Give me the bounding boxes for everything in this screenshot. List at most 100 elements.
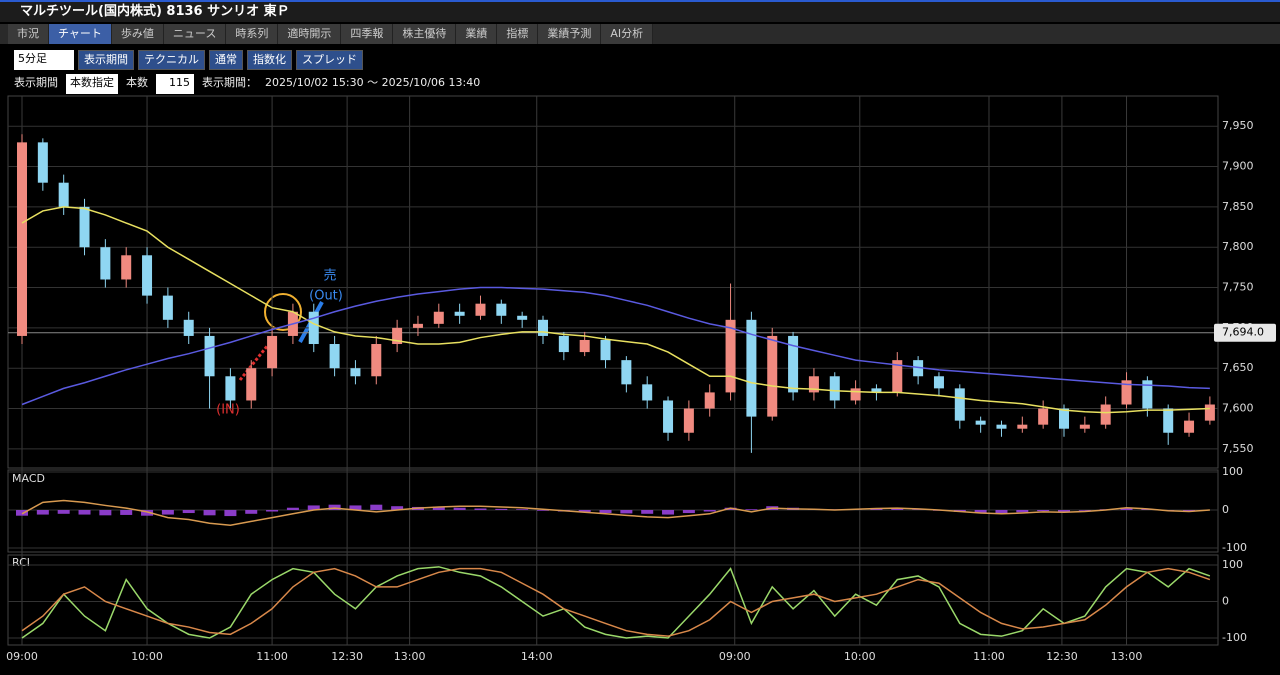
mode-select[interactable]: 本数指定: [66, 74, 118, 94]
macd-line: [21, 499, 1210, 526]
candle-body: [454, 311, 465, 316]
y-tick-label: 7,950: [1222, 119, 1254, 132]
tab[interactable]: 四季報: [341, 24, 394, 44]
toolbar: 5分足 表示期間 テクニカル 通常 指数化 スプレッド: [0, 50, 1280, 70]
toolbar-button[interactable]: 指数化: [247, 50, 292, 70]
candle-body: [579, 339, 590, 353]
macd-bar: [370, 504, 383, 510]
candle-body: [1079, 424, 1090, 429]
tab[interactable]: 時系列: [226, 24, 279, 44]
candle-body: [517, 315, 528, 320]
macd-bar: [495, 508, 508, 510]
y-tick-label: 100: [1222, 465, 1243, 478]
y-tick-label: 0: [1222, 503, 1229, 516]
macd-bar: [474, 508, 487, 510]
macd-bar: [99, 510, 112, 516]
macd-bar: [682, 510, 695, 514]
annotation: (Out): [309, 289, 343, 304]
y-tick-label: 0: [1222, 595, 1229, 608]
candle-body: [267, 335, 278, 369]
x-tick-label: 14:00: [521, 650, 553, 663]
x-tick-label: 12:30: [331, 650, 363, 663]
candle-body: [308, 311, 319, 345]
annotation: (IN): [216, 403, 240, 418]
macd-bar: [1037, 510, 1050, 512]
toolbar-button[interactable]: 表示期間: [78, 50, 134, 70]
toolbar-button[interactable]: スプレッド: [296, 50, 363, 70]
candle-body: [100, 247, 111, 280]
candle-body: [1142, 380, 1153, 409]
tab[interactable]: AI分析: [601, 24, 654, 44]
candle-body: [58, 182, 69, 207]
last-price-tag: [1214, 323, 1276, 342]
tab[interactable]: 業績: [456, 24, 498, 44]
y-tick-label: -100: [1222, 631, 1247, 644]
tab[interactable]: 指標: [497, 24, 539, 44]
count-label: 本数: [126, 76, 148, 89]
toolbar-button[interactable]: 通常: [209, 50, 243, 70]
candle-body: [37, 142, 48, 183]
annotation: 売: [323, 268, 336, 284]
buy-arrow: [238, 344, 270, 381]
x-tick-label: 11:00: [256, 650, 288, 663]
tab[interactable]: ニュース: [163, 24, 227, 44]
tab[interactable]: 業績予測: [538, 24, 602, 44]
pane-frame: [7, 554, 1219, 646]
candle-body: [704, 392, 715, 409]
candle-body: [892, 360, 903, 393]
macd-bar: [578, 510, 591, 513]
tab-bar: 市況 チャート 歩み値 ニュース 時系列 適時開示 四季報 株主優待 業績 指標 業績予測 AI分析: [0, 24, 1280, 44]
candle-body: [1038, 408, 1049, 425]
count-input[interactable]: 115: [156, 74, 194, 94]
x-tick-label: 11:00: [973, 650, 1005, 663]
macd-bar: [182, 510, 195, 514]
tab[interactable]: 適時開示: [278, 24, 342, 44]
highlight-circle: [264, 293, 302, 331]
candle-body: [871, 388, 882, 393]
toolbar-button[interactable]: テクニカル: [138, 50, 205, 70]
last-price-label: 7,694.0: [1222, 326, 1264, 339]
tab[interactable]: 歩み値: [111, 24, 164, 44]
candle-body: [225, 376, 236, 401]
window-title: マルチツール(国内株式) 8136 サンリオ 東Ｐ: [20, 4, 290, 19]
period-label: 表示期間: [14, 76, 58, 89]
macd-bar: [57, 510, 70, 514]
candle-body: [496, 303, 507, 316]
macd-bar: [391, 506, 404, 510]
candle-body: [996, 424, 1007, 429]
candle-body: [642, 384, 653, 401]
candle-body: [17, 142, 27, 336]
x-tick-label: 10:00: [844, 650, 876, 663]
macd-bar: [1016, 510, 1029, 513]
candle-body: [1100, 404, 1111, 425]
macd-bar: [78, 510, 91, 515]
interval-select[interactable]: 5分足: [14, 50, 74, 70]
candle-body: [600, 339, 611, 361]
macd-bar: [995, 510, 1008, 514]
macd-bar: [307, 505, 320, 510]
candle-body: [183, 319, 194, 336]
candle-body: [371, 344, 382, 377]
pane-frame: [7, 469, 1219, 553]
tab[interactable]: 市況: [8, 24, 49, 44]
y-tick-label: 7,550: [1222, 442, 1254, 455]
x-tick-label: 12:30: [1046, 650, 1078, 663]
candle-body: [767, 335, 778, 417]
candle-body: [725, 319, 736, 393]
candle-body: [788, 335, 799, 393]
macd-bar: [974, 510, 987, 513]
candle-body: [392, 327, 403, 345]
y-tick-label: 7,650: [1222, 361, 1254, 374]
tab[interactable]: 株主優待: [393, 24, 457, 44]
tab[interactable]: チャート: [49, 24, 112, 44]
macd-bar: [161, 510, 174, 515]
macd-bar: [870, 508, 883, 510]
macd-bar: [453, 507, 466, 510]
macd-bar: [891, 508, 904, 510]
candle-body: [121, 255, 132, 280]
pane-title: MACD: [12, 472, 45, 485]
candle-body: [1017, 424, 1028, 429]
candle-body: [246, 368, 257, 401]
rci-line: [21, 566, 1211, 639]
